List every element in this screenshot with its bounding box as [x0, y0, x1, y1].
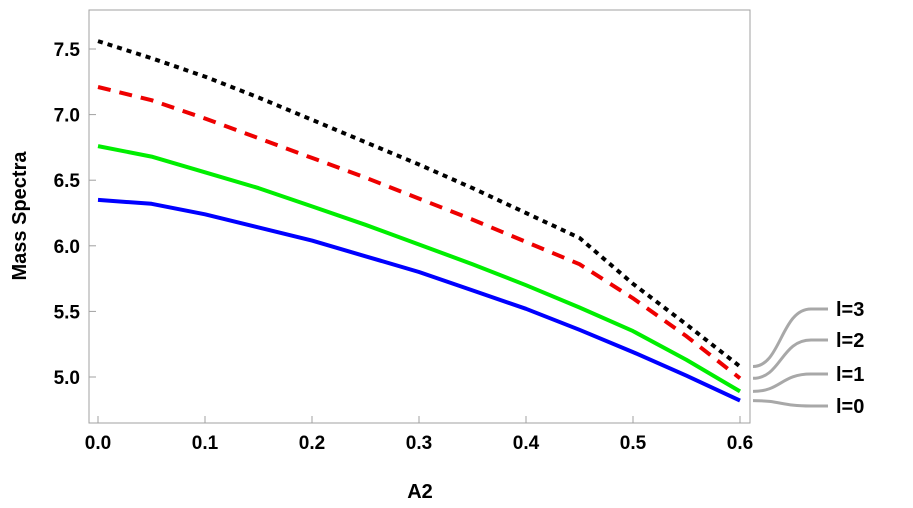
y-tick-label: 6.0 — [54, 237, 80, 258]
x-axis-title: A2 — [407, 481, 433, 503]
x-tick-label: 0.3 — [406, 433, 432, 454]
series-line-0 — [97, 197, 741, 403]
y-tick-label: 7.5 — [54, 40, 81, 61]
legend-label: l=0 — [836, 396, 864, 418]
x-axis-ticks: 0.0 0.1 0.2 0.3 0.4 0.5 0.6 — [85, 416, 753, 454]
x-tick-label: 0.4 — [513, 433, 540, 454]
legend-label: l=2 — [836, 330, 864, 352]
series-layer — [97, 39, 742, 403]
legend-connector — [752, 338, 828, 380]
y-tick-label: 7.0 — [54, 106, 80, 127]
y-axis-ticks: 5.0 5.5 6.0 6.5 7.0 7.5 — [54, 40, 96, 389]
legend-callouts: l=0 l=1 l=2 l=3 — [752, 299, 864, 418]
legend-connector — [752, 372, 828, 393]
x-tick-label: 0.2 — [299, 433, 325, 454]
series-line-1 — [97, 144, 742, 394]
legend-connector — [752, 307, 828, 368]
series-line-3 — [97, 39, 742, 369]
x-tick-label: 0.1 — [192, 433, 219, 454]
x-tick-label: 0.6 — [727, 433, 753, 454]
legend-connector — [752, 399, 828, 408]
series-line-2 — [97, 85, 742, 380]
x-tick-label: 0.0 — [85, 433, 111, 454]
y-tick-label: 5.5 — [54, 302, 81, 323]
y-axis-title: Mass Spectra — [9, 151, 31, 281]
y-tick-label: 5.0 — [54, 368, 80, 389]
legend-label: l=1 — [836, 364, 864, 386]
y-tick-label: 6.5 — [54, 171, 81, 192]
x-tick-label: 0.5 — [620, 433, 647, 454]
legend-label: l=3 — [836, 299, 864, 321]
